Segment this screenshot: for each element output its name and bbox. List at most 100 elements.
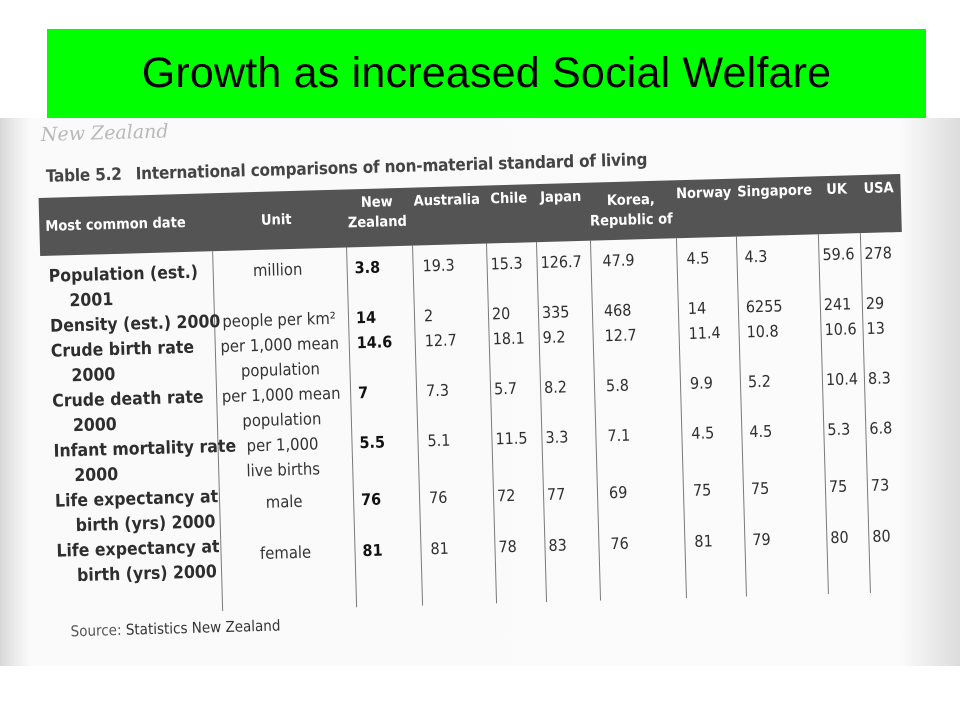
row-label-life-exp-male-year: birth (yrs) 2000 [75,512,216,537]
table-cell: 10.8 [746,321,779,342]
table-cell: 468 [603,300,632,321]
table-body: 3.8 19.3 15.3 126.7 47.9 4.5 4.3 59.6 278 14 2 20 33… [0,118,958,560]
table-cell: 6.8 [869,418,893,438]
table-cell: 241 [823,294,852,315]
row-label-life-exp-male: Life expectancy at [54,487,219,512]
column-divider [589,240,602,601]
table-cell: 126.7 [540,251,583,273]
table-cell: 18.1 [492,328,525,349]
table-cell: 5.7 [493,378,518,399]
unit-density: people per km² [222,308,337,331]
table-cell: 81 [430,538,450,559]
table-cell: 2 [423,306,434,326]
table-cell: 81 [362,540,383,561]
column-divider [675,238,687,599]
scanned-table-image: New Zealand Table 5.2 International compa… [0,118,960,666]
table-cell: 75 [692,480,712,500]
slide-title-bar: Growth as increased Social Welfare [47,29,926,118]
row-label-life-exp-female-year: birth (yrs) 2000 [76,562,218,587]
table-cell: 73 [870,475,890,495]
table-cell: 14 [355,307,377,328]
table-cell: 79 [752,529,771,550]
table-cell: 6255 [745,296,783,317]
table-cell: 29 [865,293,885,313]
row-label-life-exp-female: Life expectancy at [56,537,220,562]
header-chile: Chile [490,190,528,208]
table-cell: 5.1 [427,430,451,451]
table-cell: 4.3 [744,246,768,267]
table-cell: 8.3 [867,368,892,388]
header-australia: Australia [413,191,481,210]
unit-death-rate-2: population [242,409,322,431]
unit-death-rate: per 1,000 mean [221,383,341,407]
table-cell: 10.6 [824,319,857,340]
row-label-birth-rate-year: 2000 [71,364,116,387]
row-label-birth-rate: Crude birth rate [50,337,195,362]
table-cell: 15.3 [490,253,523,274]
column-divider [535,242,548,603]
table-cell: 14 [687,298,707,318]
table-cell: 10.4 [825,369,859,390]
unit-male: male [265,491,303,512]
table-cell: 20 [491,303,511,324]
table-caption-title: International comparisons of non-materia… [135,150,648,185]
table-cell: 7.3 [425,380,450,401]
header-unit: Unit [260,211,292,229]
row-label-infant-mortality-year: 2000 [74,464,119,487]
table-cell: 7 [357,382,369,403]
table-cell: 72 [496,485,516,506]
unit-birth-rate: per 1,000 mean [220,333,340,357]
table-cell: 5.8 [605,375,630,396]
unit-female: female [259,542,312,564]
table-cell: 75 [750,478,770,499]
table-cell: 7.1 [607,425,631,446]
table-cell: 80 [872,526,891,546]
cut-off-heading: New Zealand [40,120,169,146]
row-label-density: Density (est.) 2000 [49,312,221,337]
table-cell: 76 [360,489,382,510]
slide-title: Growth as increased Social Welfare [141,49,832,97]
table-header: Most common date Unit New Zealand Austra… [38,173,902,257]
source-label: Source: [70,620,122,641]
header-norway: Norway [675,184,732,203]
scanned-page: New Zealand Table 5.2 International compa… [0,118,960,666]
header-usa: USA [863,180,894,198]
table-cell: 80 [830,527,849,548]
table-cell: 12.7 [424,330,457,351]
header-japan: Japan [539,188,582,207]
header-new-zealand: New Zealand [347,194,408,232]
table-cell: 11.5 [495,428,528,449]
table-cell: 335 [541,302,570,323]
header-date: Most common date [45,214,186,235]
table-cell: 69 [608,482,628,503]
table-cell: 8.2 [543,377,568,398]
table-cell: 278 [864,243,893,264]
table-cell: 5.5 [359,432,386,453]
table-cell: 59.6 [822,244,855,265]
table-cell: 3.3 [545,427,569,447]
table-cell: 76 [610,533,630,554]
table-cell: 19.3 [422,255,455,276]
unit-birth-rate-2: population [240,359,321,381]
table-cell: 77 [546,484,566,504]
table-cell: 12.7 [604,325,637,346]
header-uk: UK [826,181,848,199]
column-divider [486,243,498,604]
table-number: Table 5.2 [45,164,122,187]
table-cell: 5.3 [827,419,851,440]
table-cell: 14.6 [356,332,393,353]
row-label-population-year: 2001 [69,290,114,312]
table-source: Source: Statistics New Zealand [70,616,280,640]
source-text: Statistics New Zealand [125,616,281,639]
row-label-death-rate: Crude death rate [51,387,204,412]
column-divider [412,245,424,606]
table-cell: 5.2 [747,371,772,392]
column-divider [735,236,747,597]
table-cell: 13 [866,318,886,338]
table-caption: Table 5.2 International comparisons of no… [46,150,648,187]
table-cell: 11.4 [688,323,721,343]
table-cell: 9.2 [542,327,566,348]
table-cell: 76 [428,487,448,508]
table-cell: 78 [498,536,518,557]
table-cell: 4.5 [691,423,715,443]
